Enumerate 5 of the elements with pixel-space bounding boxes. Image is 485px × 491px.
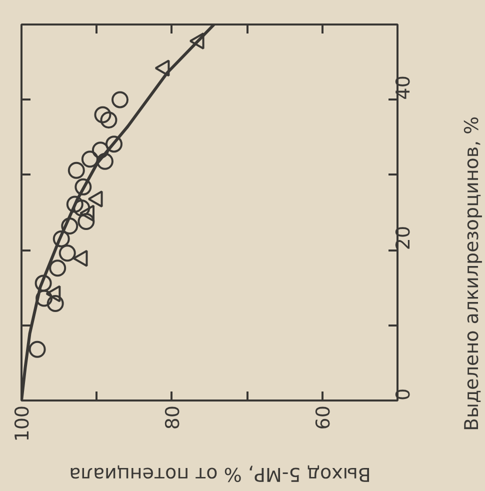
x-tick-label: 100 [12, 406, 34, 442]
y-axis-title: Выделено алкилрезорцинов, % [460, 116, 484, 431]
x-tick-label: 80 [162, 405, 184, 430]
x-axis-title: Выход 5-МР, % от потенциала [69, 462, 371, 487]
x-tick-label: 60 [312, 405, 334, 430]
